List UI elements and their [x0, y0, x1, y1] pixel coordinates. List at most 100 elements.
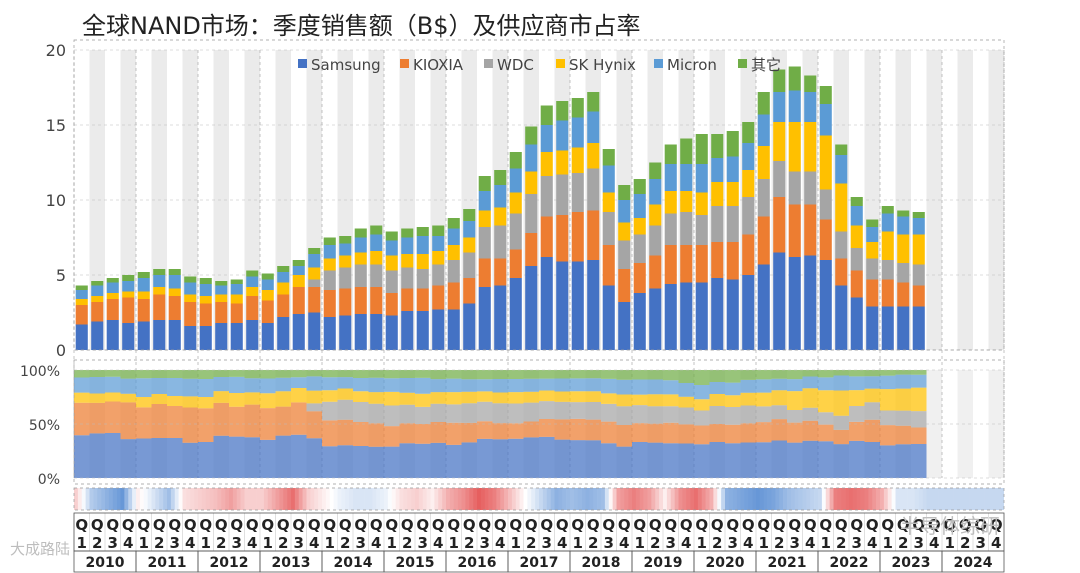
bar-segment-其它 — [168, 269, 181, 275]
heat-cell — [112, 488, 117, 510]
bar-segment-wdc — [525, 194, 538, 233]
quarter-label-q: Q — [292, 516, 305, 534]
heat-cell — [314, 488, 319, 510]
heat-cell — [806, 488, 811, 510]
quarter-label-q: Q — [742, 516, 755, 534]
bar-segment-其它 — [416, 227, 429, 236]
heat-cell — [275, 488, 280, 510]
bar-segment-其它 — [354, 228, 367, 238]
heat-cell — [980, 488, 985, 510]
quarter-label-number: 1 — [139, 534, 149, 552]
bar-segment-sk-hynix — [184, 294, 197, 302]
quarter-label-number: 4 — [433, 534, 443, 552]
quarter-label-number: 1 — [511, 534, 521, 552]
heat-cell — [624, 488, 629, 510]
heat-cell — [798, 488, 803, 510]
quarter-label-q: Q — [261, 516, 274, 534]
bar-segment-samsung — [897, 306, 910, 350]
legend-swatch — [556, 59, 565, 68]
bar-segment-micron — [354, 237, 367, 253]
heat-cell — [802, 488, 807, 510]
bar-segment-samsung — [649, 288, 662, 350]
bar-segment-kioxia — [912, 285, 925, 307]
bar-segment-kioxia — [788, 204, 801, 257]
bar-segment-micron — [509, 168, 522, 193]
bar-segment-samsung — [354, 314, 367, 350]
bar-segment-micron — [757, 114, 770, 146]
year-label: 2021 — [768, 555, 807, 571]
heat-cell — [810, 488, 815, 510]
heat-cell — [790, 488, 796, 510]
bar-segment-micron — [726, 156, 739, 182]
heat-cell — [461, 488, 466, 510]
bar-segment-kioxia — [680, 245, 693, 283]
bar-segment-wdc — [571, 173, 584, 212]
heat-cell — [686, 488, 691, 510]
bar-segment-kioxia — [339, 288, 352, 316]
legend-label: 其它 — [751, 56, 781, 74]
quarter-label-q: Q — [943, 516, 956, 534]
bar-segment-sk-hynix — [153, 287, 166, 295]
heat-cell — [477, 488, 482, 510]
quarter-label-number: 1 — [945, 534, 955, 552]
bar-segment-其它 — [447, 218, 460, 229]
heat-cell — [198, 488, 203, 510]
heat-cell — [519, 488, 524, 510]
share-plot-frame — [73, 359, 1005, 485]
bar-segment-sk-hynix — [618, 222, 631, 241]
bar-segment-kioxia — [447, 282, 460, 310]
heat-cell — [585, 488, 590, 510]
bar-segment-micron — [385, 240, 398, 256]
bar-segment-其它 — [323, 237, 336, 245]
heat-cell — [267, 488, 272, 510]
heat-cell — [821, 488, 827, 510]
heat-cell — [996, 488, 1001, 510]
heat-cell — [469, 488, 474, 510]
bar-segment-kioxia — [509, 249, 522, 278]
quarter-label-q: Q — [478, 516, 491, 534]
bar-segment-samsung — [432, 309, 445, 350]
bar-segment-sk-hynix — [494, 207, 507, 226]
heat-cell — [926, 488, 931, 510]
y-tick-label: 10 — [46, 191, 66, 210]
bar-segment-samsung — [525, 266, 538, 350]
bar-segment-kioxia — [835, 258, 848, 286]
quarter-label-q: Q — [974, 516, 987, 534]
heat-cell — [864, 488, 869, 510]
heat-cell — [694, 488, 699, 510]
heat-cell — [415, 488, 420, 510]
heat-cell — [961, 488, 966, 510]
heat-cell — [395, 488, 400, 510]
bar-segment-micron — [494, 185, 507, 208]
bar-segment-samsung — [215, 323, 228, 350]
heat-cell — [147, 488, 152, 510]
heat-cell — [728, 488, 734, 510]
bar-segment-kioxia — [540, 216, 553, 257]
heat-cell — [360, 488, 365, 510]
bar-segment-micron — [308, 254, 321, 268]
bar-segment-sk-hynix — [835, 183, 848, 232]
year-label: 2018 — [582, 555, 621, 571]
bar-segment-kioxia — [804, 204, 817, 256]
bar-segment-samsung — [664, 284, 677, 350]
heat-cell — [353, 488, 358, 510]
quarter-label-q: Q — [928, 516, 941, 534]
bar-segment-sk-hynix — [633, 218, 646, 235]
heat-cell — [128, 488, 133, 510]
quarter-label-q: Q — [881, 516, 894, 534]
bar-segment-wdc — [757, 179, 770, 217]
heat-cell — [240, 488, 245, 510]
quarter-label-q: Q — [432, 516, 445, 534]
year-label: 2014 — [334, 555, 373, 571]
quarter-label-number: 3 — [790, 534, 800, 552]
quarter-label-q: Q — [246, 516, 259, 534]
heat-cell — [771, 488, 776, 510]
bar-segment-micron — [680, 164, 693, 191]
quarter-label-q: Q — [354, 516, 367, 534]
bar-segment-wdc — [788, 171, 801, 205]
heat-cell — [759, 488, 765, 510]
quarter-label-number: 3 — [418, 534, 428, 552]
heat-cell — [682, 488, 687, 510]
heat-cell — [260, 488, 265, 510]
